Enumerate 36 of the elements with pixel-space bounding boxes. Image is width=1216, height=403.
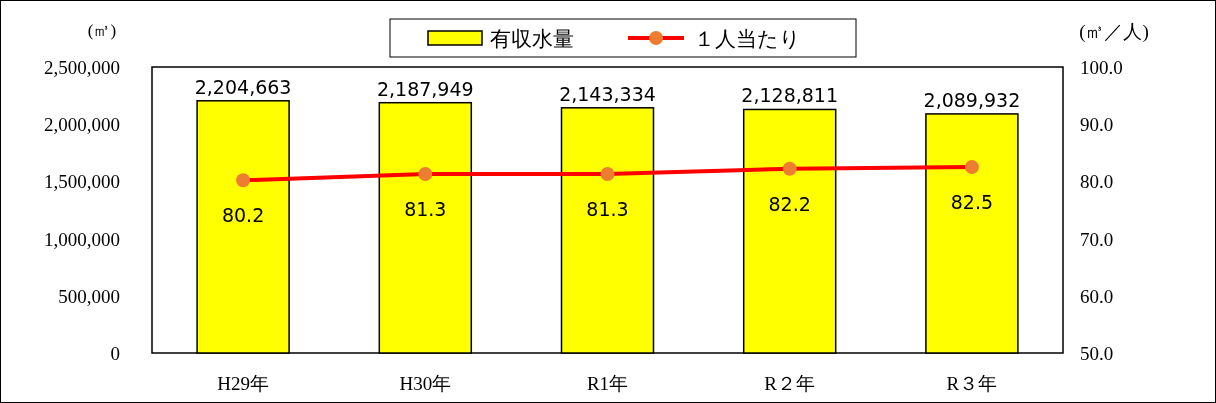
y2-tick-label: 90.0 bbox=[1080, 114, 1114, 136]
data-label: 2,128,811 bbox=[741, 84, 839, 107]
point bbox=[782, 161, 797, 176]
y-tick-label: 2,500,000 bbox=[44, 57, 120, 78]
x-tick-label: H30年 bbox=[399, 373, 452, 394]
x-tick-label: R２年 bbox=[764, 373, 816, 394]
data-label: 82.2 bbox=[768, 192, 811, 215]
y-tick-label: 0 bbox=[110, 343, 120, 364]
y2-tick-label: 70.0 bbox=[1080, 228, 1114, 250]
legend-label: 有収水量 bbox=[490, 27, 574, 51]
point bbox=[418, 166, 433, 181]
y-axis-title: (㎥) bbox=[87, 21, 117, 40]
y2-tick-label: 60.0 bbox=[1080, 285, 1114, 307]
data-label: 82.5 bbox=[950, 191, 994, 214]
x-tick-label: R３年 bbox=[946, 373, 998, 394]
y2-axis-title: (㎥／人) bbox=[1079, 21, 1149, 43]
data-label: 2,143,334 bbox=[559, 82, 656, 105]
data-label: 2,089,932 bbox=[923, 88, 1021, 111]
point bbox=[964, 160, 979, 175]
data-label: 2,187,949 bbox=[376, 77, 474, 100]
data-label: 80.2 bbox=[221, 204, 265, 227]
data-label: 2,204,663 bbox=[194, 75, 292, 98]
y-tick-label: 500,000 bbox=[58, 285, 120, 307]
y2-tick-label: 100.0 bbox=[1080, 57, 1123, 78]
x-tick-label: H29年 bbox=[217, 373, 269, 394]
y-tick-label: 1,500,000 bbox=[44, 171, 120, 193]
x-tick-label: R1年 bbox=[586, 373, 629, 394]
point bbox=[236, 173, 251, 188]
point bbox=[600, 166, 615, 181]
y-tick-label: 2,000,000 bbox=[44, 114, 120, 136]
y-tick-label: 1,000,000 bbox=[44, 228, 120, 250]
data-label: 81.3 bbox=[586, 197, 629, 220]
y2-tick-label: 50.0 bbox=[1080, 343, 1114, 364]
legend-label: １人当たり bbox=[694, 27, 801, 51]
y2-tick-label: 80.0 bbox=[1080, 171, 1114, 193]
data-label: 81.3 bbox=[404, 197, 447, 220]
